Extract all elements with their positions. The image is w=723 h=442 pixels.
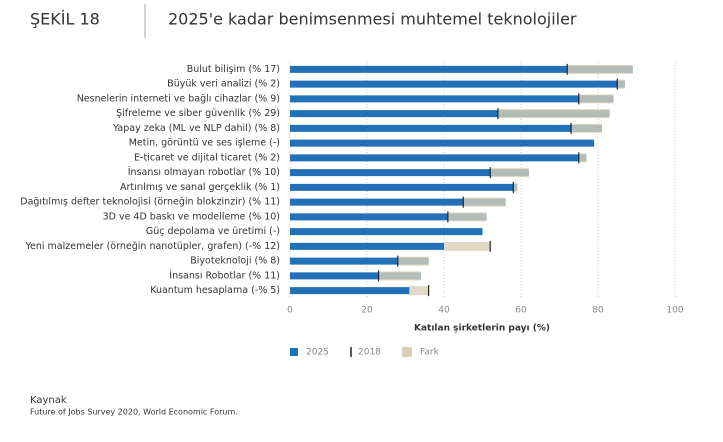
bar (290, 154, 587, 162)
y-tick-label: Büyük veri analizi (% 2) (167, 79, 280, 90)
difference (578, 94, 614, 104)
bar (290, 80, 625, 88)
legend-label: 2018 (358, 348, 381, 358)
source-heading: Kaynak (30, 395, 67, 406)
bar (290, 95, 614, 103)
bar (290, 228, 483, 236)
legend-swatch (402, 347, 412, 357)
legend-swatch (290, 348, 298, 356)
y-tick-label: Biyoteknoloji (% 8) (190, 256, 280, 267)
difference (378, 271, 421, 281)
y-tick-label: Yapay zeka (ML ve NLP dahil) (% 8) (112, 123, 280, 134)
y-tick-label: İnsansı olmayan robotlar (% 10) (128, 167, 280, 178)
bar (290, 124, 602, 132)
difference (617, 79, 625, 89)
y-tick-label: 3D ve 4D baskı ve modelleme (% 10) (103, 211, 280, 222)
difference (447, 212, 487, 222)
bar (290, 139, 595, 147)
legend-label: 2025 (306, 348, 329, 358)
y-tick-label: Yeni malzemeler (örneğin nanotüpler, gra… (24, 241, 280, 252)
x-tick-label: 80 (592, 306, 604, 316)
chart-title: 2025'e kadar benimsenmesi muhtemel tekno… (168, 10, 577, 29)
difference (463, 197, 506, 207)
bar (290, 183, 518, 191)
difference (567, 64, 633, 74)
bar (290, 257, 429, 265)
legend-label: Fark (420, 348, 440, 358)
difference (497, 109, 610, 119)
y-tick-label: Nesnelerin interneti ve bağlı cihazlar (… (77, 93, 280, 104)
difference (571, 123, 602, 133)
y-tick-label: Kuantum hesaplama (-% 5) (150, 285, 280, 296)
difference (490, 168, 529, 178)
y-tick-label: E-ticaret ve dijital ticaret (% 2) (134, 152, 280, 163)
x-axis-label: Katılan şirketlerin payı (%) (414, 324, 550, 334)
y-tick-label: Dağıtılmış defter teknolojisi (örneğin b… (20, 197, 280, 208)
x-tick-label: 20 (361, 306, 373, 316)
bar (290, 198, 506, 206)
y-tick-label: Şifreleme ve siber güvenlik (% 29) (116, 108, 280, 119)
difference (444, 241, 491, 251)
y-tick-label: Güç depolama ve üretimi (-) (146, 226, 280, 237)
y-tick-label: İnsansı Robotlar (% 11) (169, 270, 280, 281)
x-tick-label: 40 (438, 306, 450, 316)
bar (290, 272, 421, 280)
source: Future of Jobs Survey 2020, World Econom… (30, 408, 238, 417)
x-tick-label: 60 (515, 306, 527, 316)
figure-number: ŞEKİL 18 (30, 10, 100, 29)
y-tick-label: Artırılmış ve sanal gerçeklik (% 1) (120, 182, 280, 193)
difference (513, 182, 518, 192)
bar (290, 287, 410, 295)
bar (290, 169, 529, 177)
bar (290, 65, 633, 73)
difference (409, 286, 429, 296)
y-tick-label: Bulut bilişim (% 17) (187, 64, 280, 75)
bar (290, 242, 444, 250)
difference (578, 153, 587, 163)
y-tick-label: Metin, görüntü ve ses işleme (-) (129, 138, 280, 149)
difference (397, 256, 429, 266)
x-tick-label: 0 (287, 306, 293, 316)
bar (290, 110, 610, 118)
bar (290, 213, 487, 221)
x-tick-label: 100 (666, 306, 683, 316)
